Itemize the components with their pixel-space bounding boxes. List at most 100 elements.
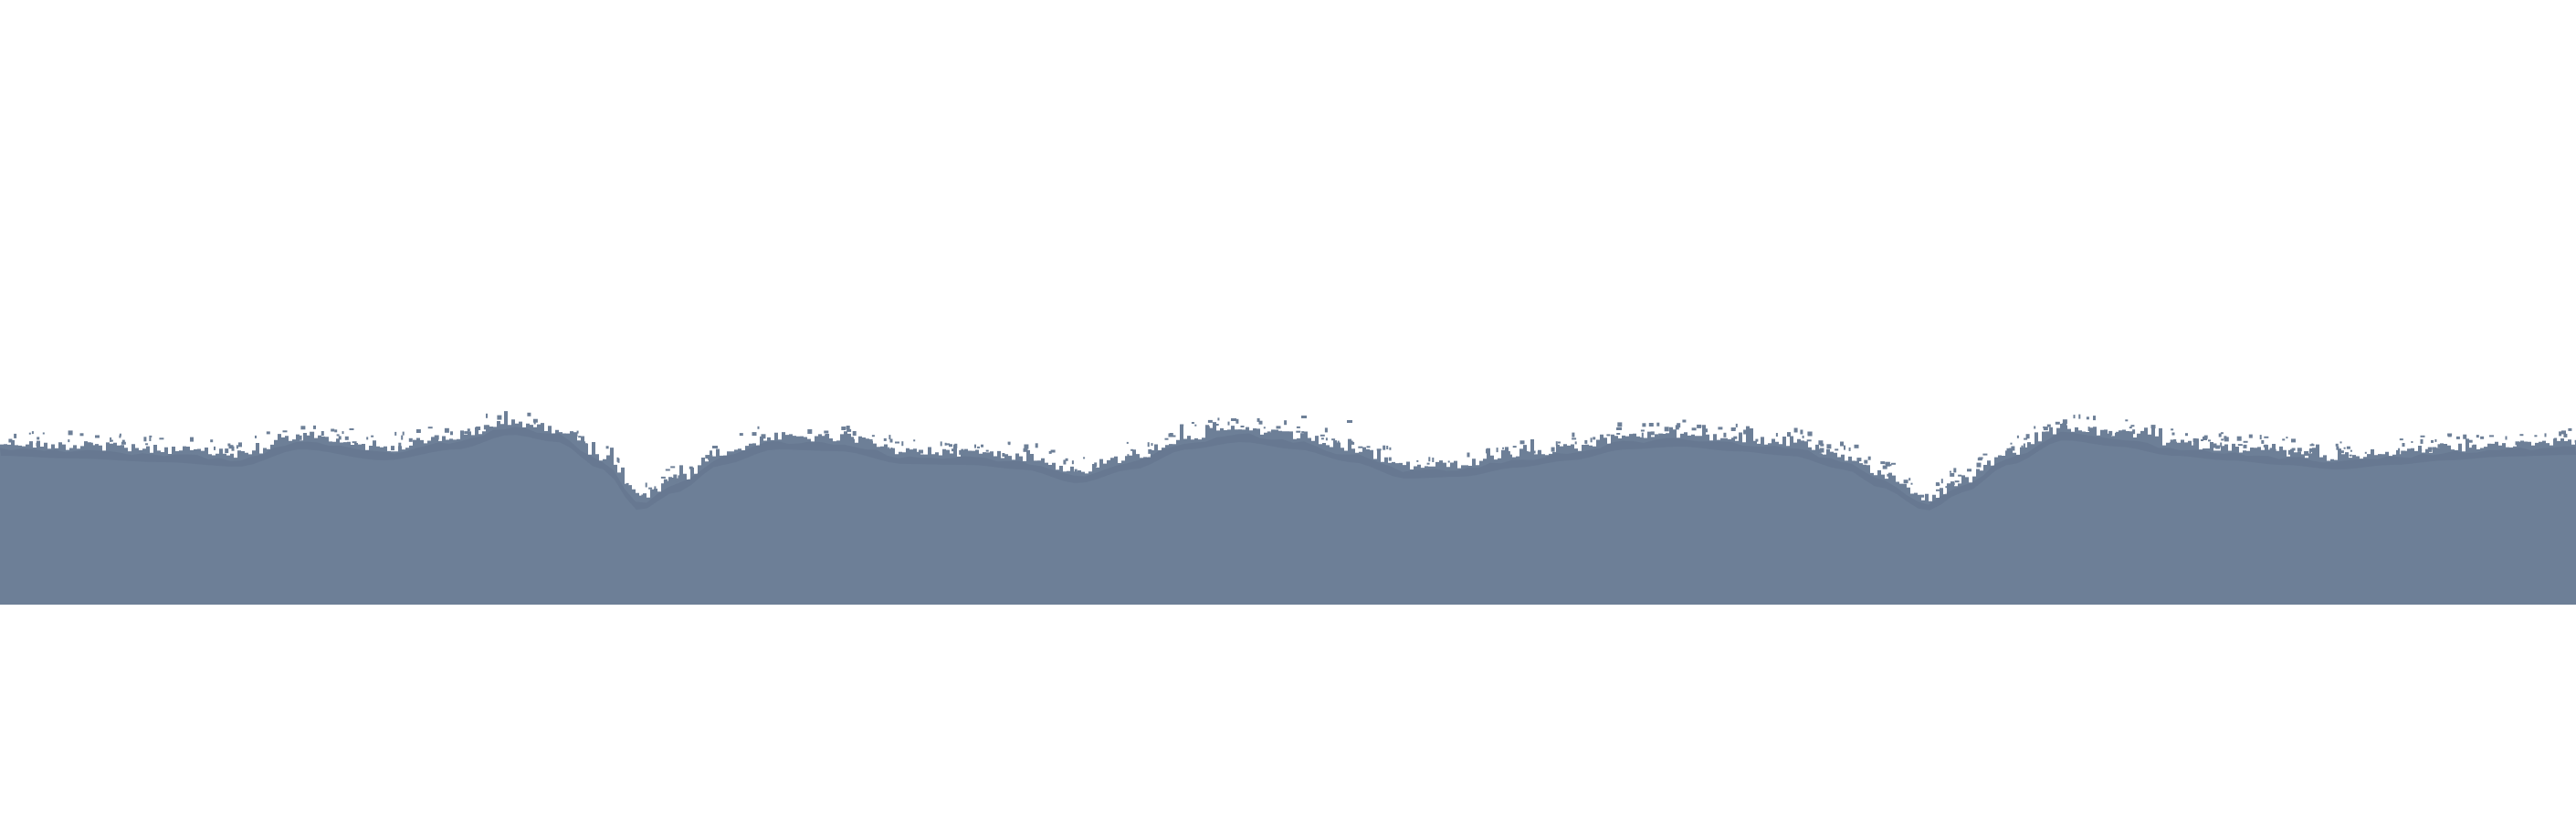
edge-speckle [888,435,891,440]
edge-speckle [371,435,374,437]
edge-speckle [2261,439,2265,444]
edge-speckle [1967,469,1971,472]
edge-speckle [1324,427,1328,433]
edge-speckle [2515,441,2520,446]
edge-speckle [752,432,757,437]
edge-speckle [2021,445,2024,448]
edge-speckle [236,445,238,449]
edge-speckle [2273,448,2276,452]
edge-speckle [1806,439,1812,442]
edge-speckle [977,446,980,448]
edge-speckle [1002,453,1005,457]
edge-speckle [1050,449,1056,453]
edge-speckle [89,442,93,447]
edge-speckle [8,438,13,443]
edge-speckle [660,476,666,479]
edge-speckle [1950,482,1955,486]
edge-speckle [427,427,433,429]
edge-speckle [149,437,152,441]
edge-speckle [890,448,893,451]
edge-speckle [739,433,743,437]
edge-speckle [1388,457,1392,461]
edge-speckle [210,439,214,443]
edge-speckle [1258,420,1263,425]
edge-speckle [227,443,231,447]
edge-speckle [1063,459,1067,465]
edge-speckle [2173,438,2177,442]
edge-speckle [1675,425,1679,430]
edge-speckle [2265,444,2268,449]
edge-speckle [2282,438,2286,441]
edge-speckle [1320,437,1324,440]
edge-speckle [1171,435,1176,437]
edge-speckle [1958,474,1962,477]
edge-speckle [398,442,402,448]
edge-speckle [1217,417,1220,421]
edge-speckle [576,430,579,434]
edge-speckle [1558,441,1561,444]
edge-speckle [1530,450,1536,454]
edge-speckle [841,427,846,430]
edge-speckle [533,421,536,425]
edge-speckle [1691,427,1697,431]
edge-speckle [1800,429,1803,435]
edge-speckle [846,426,850,429]
edge-speckle [2025,434,2030,439]
edge-speckle [1802,435,1804,438]
edge-speckle [2220,432,2224,435]
edge-speckle [1523,450,1529,454]
edge-speckle [626,482,629,485]
edge-speckle [68,439,70,443]
stray-fleck [712,446,718,448]
edge-speckle [2034,426,2036,429]
edge-speckle [1945,486,1950,489]
edge-speckle [1507,450,1510,456]
stray-fleck [1616,427,1622,430]
edge-speckle [2248,434,2253,438]
edge-speckle [913,439,916,442]
edge-speckle [1844,445,1845,450]
edge-speckle [1284,420,1288,426]
edge-speckle [1214,424,1219,426]
edge-speckle [2480,436,2485,439]
edge-speckle [1240,426,1245,427]
edge-speckle [159,437,164,440]
edge-speckle [1351,441,1355,445]
edge-speckle [1048,450,1052,454]
edge-speckle [310,431,315,436]
edge-speckle [2521,441,2524,446]
edge-speckle [391,446,394,451]
edge-speckle [2297,448,2302,452]
edge-speckle [1854,444,1859,448]
edge-speckle [2420,438,2424,444]
edge-speckle [2192,438,2198,443]
edge-speckle [1920,494,1925,498]
edge-speckle [585,443,588,448]
edge-speckle [1910,482,1913,485]
edge-speckle [2519,434,2524,437]
edge-speckle [678,475,681,480]
edge-speckle [1697,425,1702,427]
edge-speckle [2402,443,2405,447]
edge-speckle [641,494,646,498]
edge-speckle [95,435,100,438]
edge-speckle [2420,435,2425,437]
edge-speckle [605,446,609,449]
edge-speckle [2447,435,2452,437]
edge-speckle [1658,433,1664,437]
edge-speckle [1519,440,1525,445]
edge-speckle [1366,446,1371,448]
edge-speckle [1024,444,1029,449]
edge-speckle [1903,480,1908,484]
edge-speckle [1074,469,1078,472]
edge-speckle [2350,449,2352,452]
edge-speckle [940,441,942,447]
edge-speckle [1512,446,1517,448]
edge-speckle [2046,424,2051,427]
edge-speckle [228,445,234,449]
edge-speckle [119,433,121,437]
edge-speckle [532,418,538,423]
edge-speckle [2401,450,2406,456]
edge-speckle [609,457,614,461]
